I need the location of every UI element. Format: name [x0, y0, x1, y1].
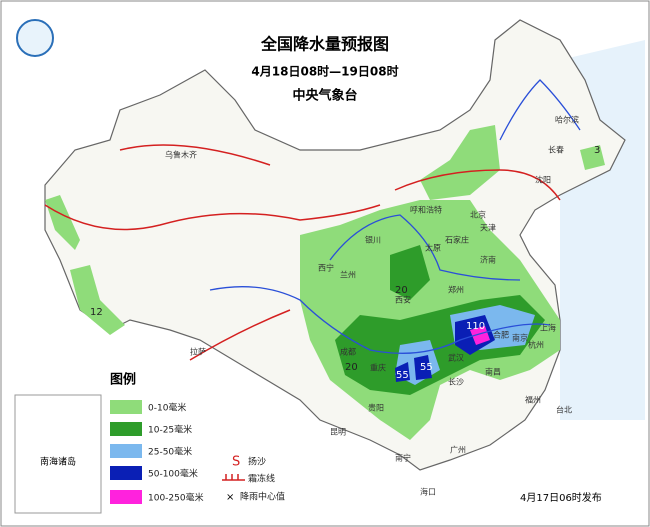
legend-label: 降雨中心值 [240, 491, 285, 503]
city: 杭州 [528, 340, 544, 350]
city: 贵阳 [368, 403, 384, 413]
city: 昆明 [330, 428, 346, 437]
inset-label: 南海诸岛 [40, 456, 76, 468]
rain-extreme [470, 326, 490, 345]
city: 南京 [512, 333, 528, 343]
city: 呼和浩特 [410, 205, 442, 215]
rain-torrential [395, 315, 495, 382]
city: 郑州 [448, 285, 464, 295]
legend: 南海诸岛 图例 0-10毫米 10-25毫米 25-50毫米 50-100毫米 … [14, 372, 285, 514]
city: 长春 [548, 145, 564, 155]
period: 4月18日08时—19日08时 [251, 64, 398, 79]
legend-label: 100-250毫米 [148, 492, 204, 504]
city: 武汉 [448, 353, 464, 363]
city: 成都 [340, 347, 356, 357]
sand-symbol: S [232, 455, 240, 470]
city: 上海 [540, 323, 556, 333]
city: 天津 [480, 223, 496, 233]
rain-value: 55 [420, 362, 433, 373]
city: 重庆 [370, 363, 386, 373]
city: 兰州 [340, 270, 356, 280]
legend-label: 0-10毫米 [148, 402, 186, 414]
frost-lines [44, 144, 561, 361]
city: 太原 [425, 243, 441, 253]
rivers [209, 79, 581, 354]
city: 拉萨 [190, 347, 206, 357]
rain-center-values: 110 55 55 20 20 12 3 [90, 145, 600, 381]
city: 福州 [525, 396, 541, 405]
city: 南宁 [395, 453, 411, 463]
legend-swatch [110, 490, 142, 504]
city: 合肥 [493, 330, 509, 340]
city: 广州 [450, 445, 466, 455]
legend-label: 扬沙 [248, 456, 266, 468]
rain-value: 20 [345, 362, 358, 373]
legend-swatch [110, 422, 142, 436]
rain-light [45, 125, 605, 335]
legend-label: 25-50毫米 [148, 446, 192, 458]
center-symbol: × [226, 492, 234, 503]
rain-value: 20 [395, 285, 408, 296]
city: 长沙 [448, 377, 464, 387]
city: 银川 [365, 235, 381, 245]
city: 沈阳 [535, 175, 551, 185]
logo [16, 19, 54, 57]
city: 济南 [480, 255, 496, 265]
legend-swatch [110, 400, 142, 414]
city: 西安 [395, 295, 411, 305]
legend-swatch [110, 444, 142, 458]
rain-value: 12 [90, 307, 103, 318]
frost-symbol [222, 474, 245, 481]
rain-value: 55 [396, 370, 409, 381]
footer: 4月17日06时发布 [520, 491, 602, 504]
city: 海口 [420, 487, 436, 497]
legend-label: 10-25毫米 [148, 424, 192, 436]
city: 乌鲁木齐 [165, 150, 197, 160]
city: 石家庄 [445, 235, 469, 245]
city-labels: 乌鲁木齐 哈尔滨 长春 沈阳 呼和浩特 北京 天津 银川 太原 石家庄 济南 西… [165, 115, 579, 497]
city: 南昌 [485, 367, 501, 377]
inset-box [14, 394, 102, 514]
city: 台北 [556, 405, 572, 415]
city: 哈尔滨 [555, 115, 579, 125]
city: 北京 [470, 210, 486, 220]
rain-moderate [335, 245, 545, 395]
legend-swatch [110, 466, 142, 480]
title: 全国降水量预报图 [260, 35, 389, 54]
city: 西宁 [318, 263, 334, 273]
legend-title: 图例 [110, 372, 136, 388]
rain-value: 110 [466, 321, 485, 332]
rain-value: 3 [594, 145, 600, 156]
legend-label: 50-100毫米 [148, 468, 198, 480]
legend-label: 霜冻线 [248, 473, 275, 485]
issuer: 中央气象台 [292, 88, 357, 104]
